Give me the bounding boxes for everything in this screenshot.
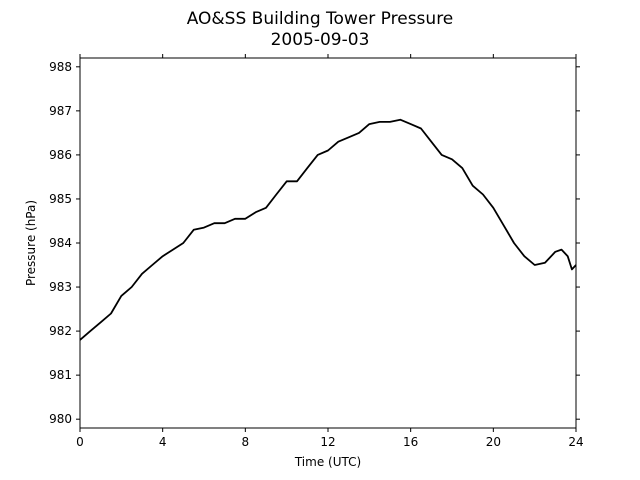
plot-frame (79, 57, 577, 429)
y-tick-label: 985 (49, 192, 72, 206)
x-tick-label: 0 (76, 435, 84, 449)
x-tick-label: 16 (403, 435, 418, 449)
x-tick-label: 20 (486, 435, 501, 449)
y-tick-label: 984 (49, 236, 72, 250)
plot-area (79, 118, 577, 341)
x-tick-label: 4 (159, 435, 167, 449)
x-tick-label: 8 (242, 435, 250, 449)
chart-title: AO&SS Building Tower Pressure (187, 9, 454, 29)
y-tick-label: 986 (49, 148, 72, 162)
y-tick-label: 983 (49, 280, 72, 294)
x-tick-label: 24 (568, 435, 583, 449)
y-tick-label: 980 (49, 412, 72, 426)
y-tick-label: 988 (49, 60, 72, 74)
x-axis-label: Time (UTC) (294, 455, 361, 469)
y-tick-label: 981 (49, 368, 72, 382)
x-tick-label: 12 (320, 435, 335, 449)
y-axis-label: Pressure (hPa) (24, 200, 38, 286)
y-tick-label: 982 (49, 324, 72, 338)
y-tick-label: 987 (49, 104, 72, 118)
axis-ticks: 0 4 8 12 16 20 24 980 981 982 983 984 985 986 987 988 (49, 54, 584, 449)
series-line (79, 118, 577, 341)
chart-subtitle: 2005-09-03 (271, 30, 370, 50)
